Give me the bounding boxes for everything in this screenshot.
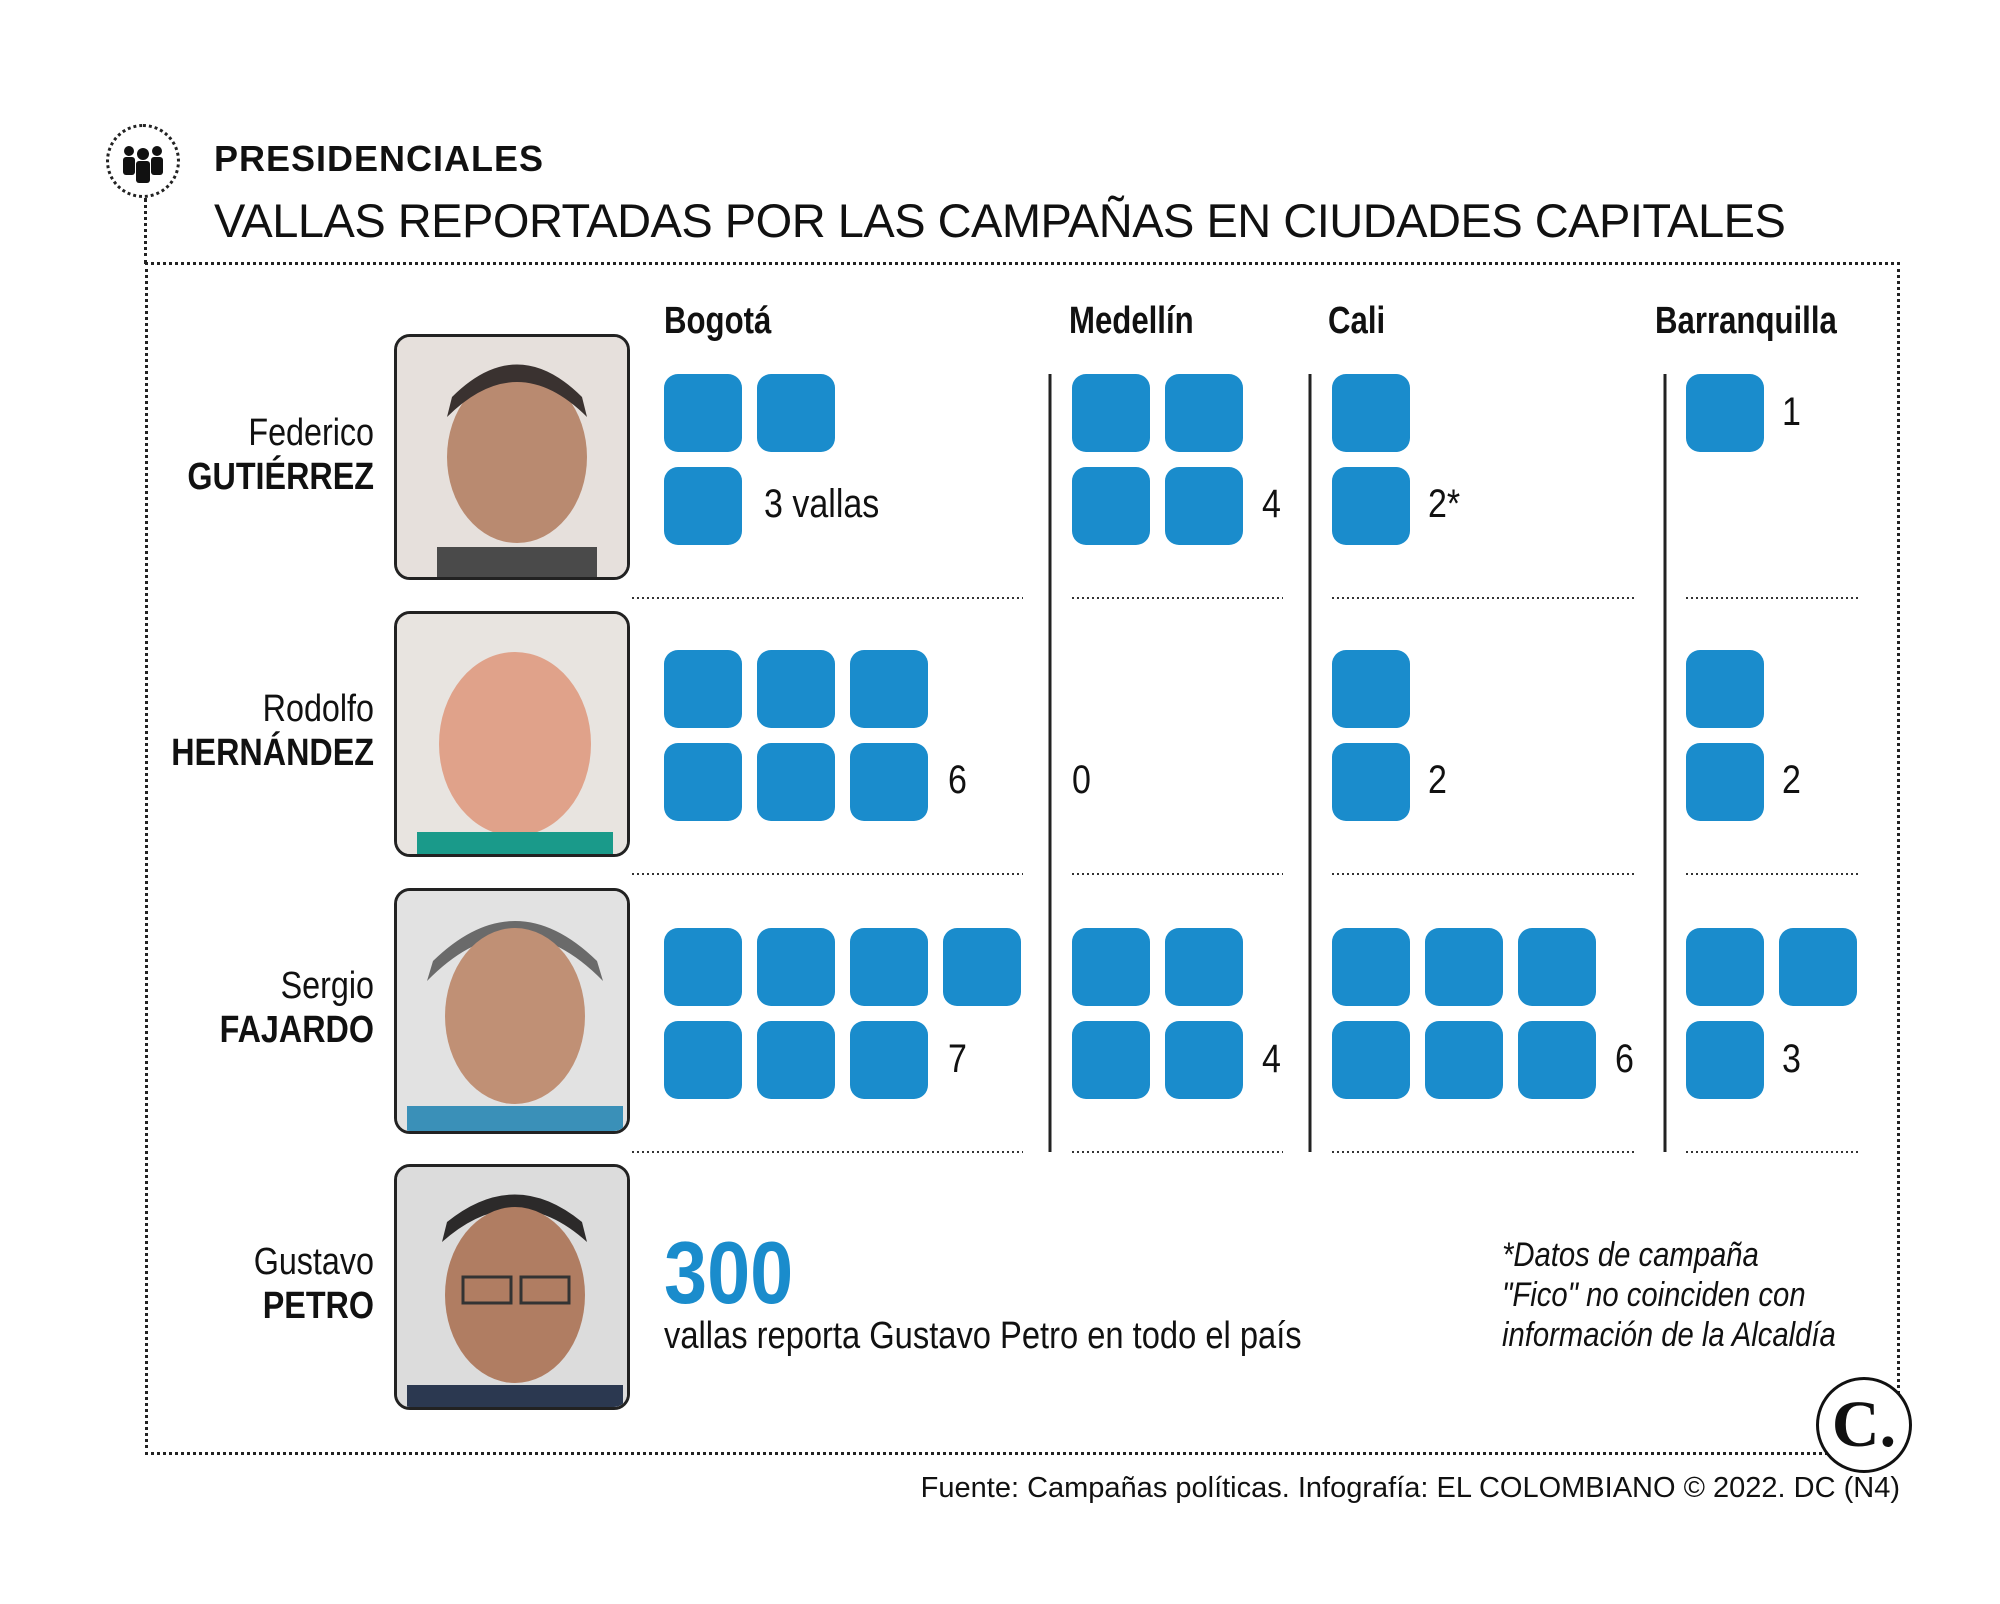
data-label-barranquilla: 2 [1782, 758, 1801, 802]
valla-square [1072, 1021, 1150, 1099]
valla-square [1165, 467, 1243, 545]
data-label-bogota: 3 vallas [764, 482, 880, 526]
data-label-barranquilla: 1 [1782, 390, 1801, 434]
candidate-first-name: Gustavo [253, 1241, 374, 1283]
valla-square [757, 928, 835, 1006]
valla-square [757, 1021, 835, 1099]
valla-square [1518, 928, 1596, 1006]
valla-square [1686, 1021, 1764, 1099]
candidate-last-name: GUTIÉRREZ [187, 456, 374, 498]
data-label-cali: 2 [1428, 758, 1447, 802]
valla-square [1165, 1021, 1243, 1099]
valla-square [943, 928, 1021, 1006]
data-label-bogota: 6 [948, 758, 967, 802]
column-header-cali: Cali [1328, 300, 1386, 342]
valla-square [1332, 374, 1410, 452]
petro-total-value: 300 [664, 1223, 794, 1322]
footnote-line: *Datos de campaña [1502, 1236, 1759, 1274]
valla-square [1686, 374, 1764, 452]
valla-square [664, 650, 742, 728]
header-connector-line [144, 198, 147, 264]
candidate-first-name: Rodolfo [262, 688, 374, 730]
section-label: PRESIDENCIALES [214, 138, 545, 179]
candidate-last-name: FAJARDO [219, 1009, 374, 1051]
data-label-cali: 2* [1428, 482, 1461, 526]
valla-square [1686, 650, 1764, 728]
valla-square [757, 743, 835, 821]
valla-square [664, 467, 742, 545]
candidate-first-name: Sergio [280, 965, 374, 1007]
candidate-first-name: Federico [248, 412, 374, 454]
column-header-bogota: Bogotá [664, 300, 772, 342]
valla-square [1332, 650, 1410, 728]
valla-square [1332, 1021, 1410, 1099]
column-header-medellin: Medellín [1069, 300, 1194, 342]
valla-square [1072, 374, 1150, 452]
valla-square [1425, 1021, 1503, 1099]
valla-square [1518, 1021, 1596, 1099]
valla-square [664, 743, 742, 821]
people-group-icon [106, 124, 180, 198]
valla-square [664, 1021, 742, 1099]
column-header-barranquilla: Barranquilla [1655, 300, 1837, 342]
valla-square [1072, 928, 1150, 1006]
valla-square [1332, 743, 1410, 821]
valla-square [850, 650, 928, 728]
source-credit: Fuente: Campañas políticas. Infografía: … [920, 1472, 1900, 1504]
valla-square [664, 928, 742, 1006]
data-label-cali: 6 [1615, 1037, 1634, 1081]
candidate-photo [394, 1164, 630, 1410]
valla-square [1332, 467, 1410, 545]
petro-caption: vallas reporta Gustavo Petro en todo el … [664, 1315, 1302, 1357]
valla-square [1425, 928, 1503, 1006]
footnote-line: información de la Alcaldía [1502, 1316, 1836, 1354]
data-label-medellin: 0 [1072, 758, 1091, 802]
candidate-photo [394, 888, 630, 1134]
valla-square [1332, 928, 1410, 1006]
valla-square [1779, 928, 1857, 1006]
candidate-photo [394, 611, 630, 857]
valla-square [850, 928, 928, 1006]
data-label-barranquilla: 3 [1782, 1037, 1801, 1081]
data-label-medellin: 4 [1262, 1037, 1281, 1081]
valla-square [1072, 467, 1150, 545]
candidate-last-name: PETRO [262, 1285, 374, 1327]
valla-square [757, 650, 835, 728]
candidate-photo [394, 334, 630, 580]
valla-square [1686, 928, 1764, 1006]
valla-square [757, 374, 835, 452]
valla-square [850, 743, 928, 821]
data-label-medellin: 4 [1262, 482, 1281, 526]
valla-square [664, 374, 742, 452]
chart-title: VALLAS REPORTADAS POR LAS CAMPAÑAS EN CI… [214, 194, 1786, 247]
footnote-line: "Fico" no coinciden con [1502, 1276, 1806, 1314]
valla-square [1165, 928, 1243, 1006]
candidate-last-name: HERNÁNDEZ [171, 732, 374, 774]
chart-frame [145, 262, 1900, 1455]
valla-square [850, 1021, 928, 1099]
valla-square [1165, 374, 1243, 452]
el-colombiano-logo: C. [1816, 1377, 1912, 1473]
valla-square [1686, 743, 1764, 821]
data-label-bogota: 7 [948, 1037, 967, 1081]
